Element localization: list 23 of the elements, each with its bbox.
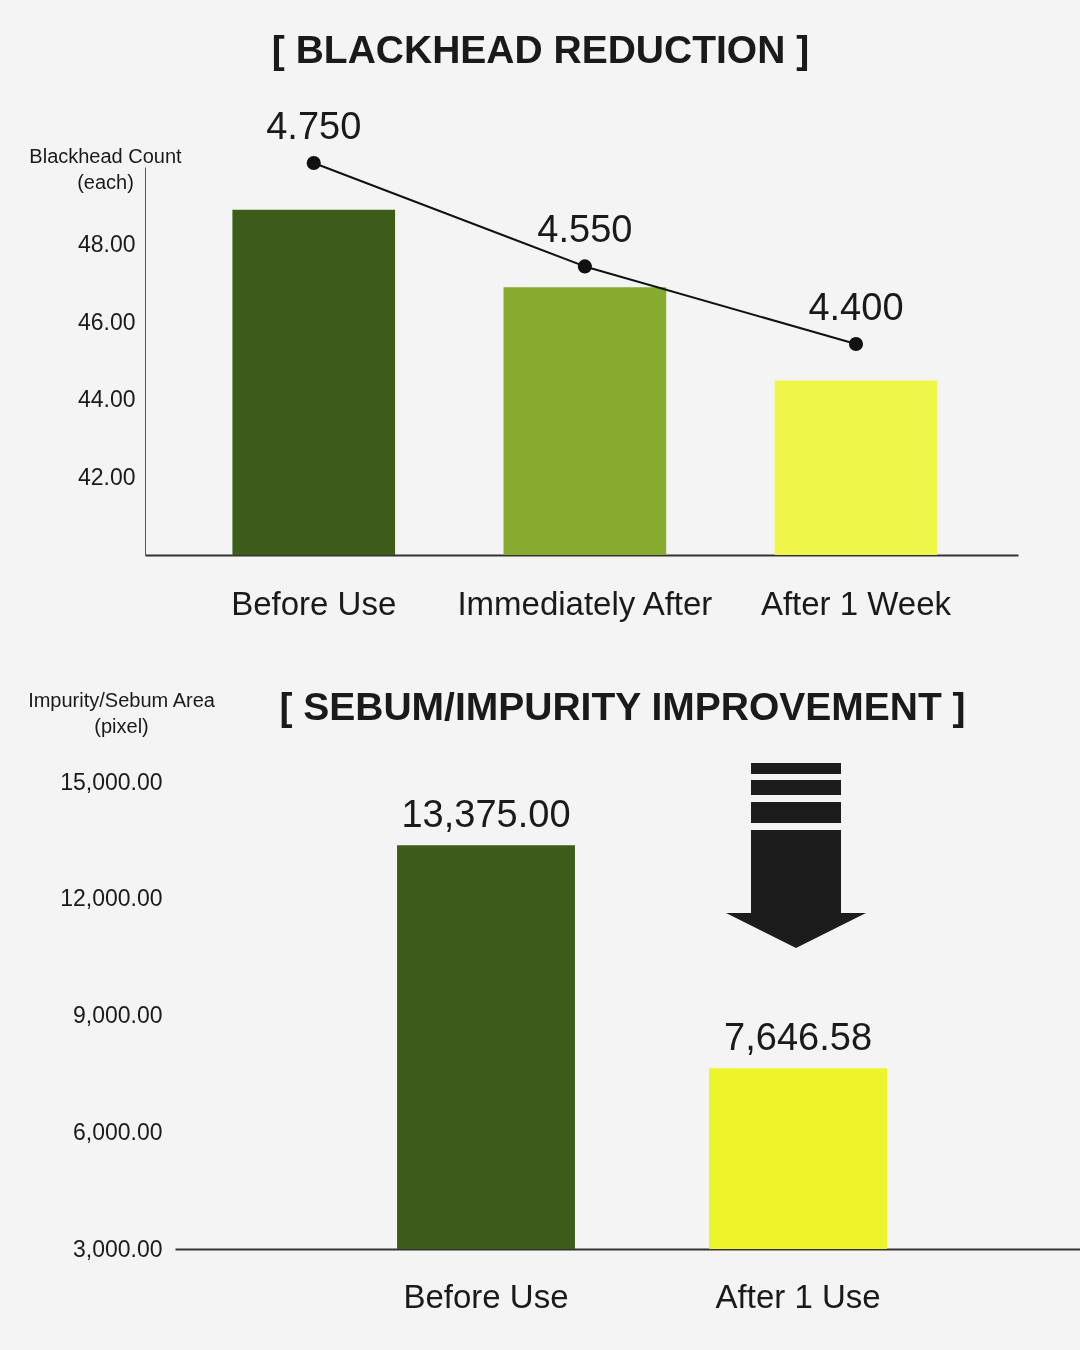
y-tick-label: 15,000.00: [60, 768, 163, 795]
x-tick-label: After 1 Use: [715, 1277, 881, 1315]
x-tick-label: Immediately After: [457, 584, 713, 622]
chart-title: [ SEBUM/IMPURITY IMPROVEMENT ]: [279, 685, 966, 728]
y-tick-label: 9,000.00: [72, 1002, 163, 1028]
x-tick-label: After 1 Week: [760, 584, 952, 622]
data-label: 13,375.00: [401, 793, 571, 836]
chart-title: [ BLACKHEAD REDUCTION ]: [271, 28, 810, 71]
y-tick-label: 6,000.00: [72, 1118, 163, 1145]
y-axis-title: Impurity/Sebum Area (pixel): [28, 688, 216, 737]
y-tick-label: 46.00: [77, 308, 136, 335]
data-label: 4.400: [808, 286, 904, 328]
y-tick-label: 48.00: [77, 231, 136, 258]
y-tick-label: 12,000.00: [60, 885, 163, 912]
data-label: 7,646.58: [724, 1016, 873, 1059]
data-label: 4.550: [537, 208, 633, 251]
y-axis-title: Blackhead Count (each): [29, 144, 183, 193]
x-tick-label: Before Use: [231, 584, 397, 622]
x-tick-label: Before Use: [403, 1277, 569, 1315]
y-tick-label: 44.00: [77, 386, 136, 413]
data-label: 4.750: [266, 105, 362, 147]
y-tick-label: 42.00: [77, 463, 136, 490]
y-tick-label: 3,000.00: [72, 1235, 163, 1262]
